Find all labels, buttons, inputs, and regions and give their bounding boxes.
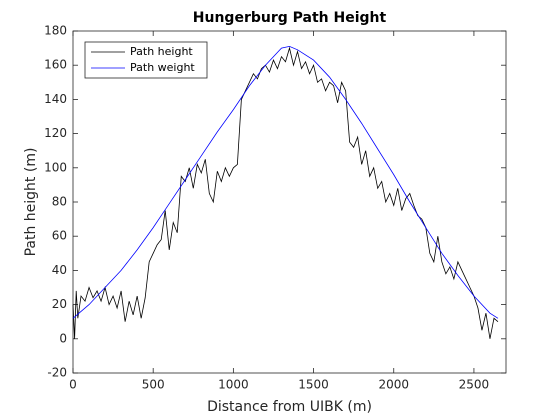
y-tick-label: 180 bbox=[44, 24, 67, 38]
y-tick-label: 0 bbox=[59, 331, 67, 345]
x-tick-label: 2500 bbox=[459, 378, 490, 392]
y-tick-label: 20 bbox=[52, 297, 67, 311]
legend-label: Path weight bbox=[130, 61, 195, 74]
y-tick-label: 160 bbox=[44, 58, 67, 72]
y-tick-label: 140 bbox=[44, 92, 67, 106]
y-tick-label: 120 bbox=[44, 126, 67, 140]
x-tick-label: 2000 bbox=[378, 378, 409, 392]
y-tick-label: 60 bbox=[52, 229, 67, 243]
x-tick-label: 0 bbox=[69, 378, 77, 392]
y-axis-label: Path height (m) bbox=[23, 148, 39, 257]
x-tick-label: 500 bbox=[142, 378, 165, 392]
legend-box bbox=[84, 41, 208, 79]
chart-title: Hungerburg Path Height bbox=[193, 10, 387, 26]
x-tick-label: 1500 bbox=[298, 378, 329, 392]
plot-area bbox=[72, 30, 507, 374]
data-line bbox=[72, 45, 499, 319]
x-axis-label: Distance from UIBK (m) bbox=[207, 399, 372, 415]
y-tick-label: -20 bbox=[47, 366, 67, 380]
x-tick-label: 1000 bbox=[218, 378, 249, 392]
legend-label: Path height bbox=[130, 45, 193, 58]
y-tick-label: 40 bbox=[52, 263, 67, 277]
y-tick-label: 100 bbox=[44, 160, 67, 174]
y-tick-label: 80 bbox=[52, 195, 67, 209]
